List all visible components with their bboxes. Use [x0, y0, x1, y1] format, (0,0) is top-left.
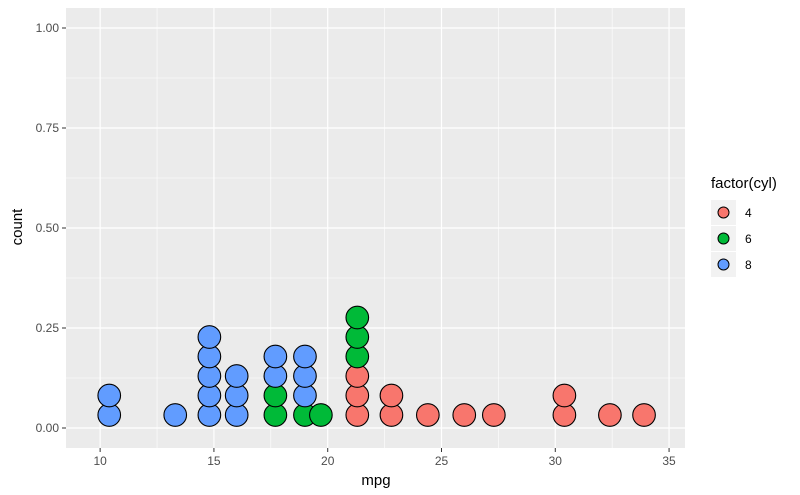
x-tick-label: 15	[207, 454, 221, 468]
x-axis-title: mpg	[361, 472, 390, 489]
dot-cyl-4	[481, 403, 506, 427]
dot-cyl-4	[598, 403, 622, 427]
legend-label-4: 4	[745, 206, 752, 220]
dot-cyl-8	[97, 383, 122, 408]
legend-title: factor(cyl)	[711, 175, 777, 192]
dots	[97, 305, 656, 427]
dot-cyl-8	[293, 344, 317, 369]
legend-label-8: 8	[745, 258, 752, 272]
y-tick-label: 0.25	[36, 321, 60, 335]
dot-cyl-4	[552, 383, 577, 408]
dot-cyl-4	[632, 403, 656, 427]
x-tick-label: 30	[549, 454, 563, 468]
x-tick-label: 25	[435, 454, 449, 468]
dot-cyl-6	[309, 403, 333, 427]
y-tick-label: 0.00	[36, 421, 60, 435]
y-tick-label: 0.50	[36, 221, 60, 235]
dot-cyl-6	[345, 305, 370, 330]
dot-cyl-8	[197, 325, 222, 349]
legend-swatch-8	[717, 258, 730, 271]
y-axis: 0.00 0.25 0.50 0.75 1.00	[36, 21, 66, 435]
legend-label-6: 6	[745, 232, 752, 246]
y-axis-title: count	[9, 208, 26, 246]
legend: factor(cyl) 4 6 8	[711, 175, 777, 277]
x-axis: 10 15 20 25 30 35	[93, 448, 676, 468]
x-tick-label: 35	[662, 454, 676, 468]
x-tick-label: 20	[321, 454, 335, 468]
legend-swatch-4	[717, 206, 730, 219]
y-tick-label: 0.75	[36, 121, 60, 135]
dot-cyl-4	[415, 403, 440, 427]
dot-cyl-8	[163, 403, 188, 427]
dot-cyl-8	[224, 364, 249, 388]
y-tick-label: 1.00	[36, 21, 60, 35]
dot-cyl-8	[263, 344, 288, 369]
legend-swatch-6	[717, 232, 730, 245]
dot-cyl-4	[452, 403, 477, 427]
dot-cyl-4	[379, 383, 404, 408]
x-tick-label: 10	[93, 454, 107, 468]
